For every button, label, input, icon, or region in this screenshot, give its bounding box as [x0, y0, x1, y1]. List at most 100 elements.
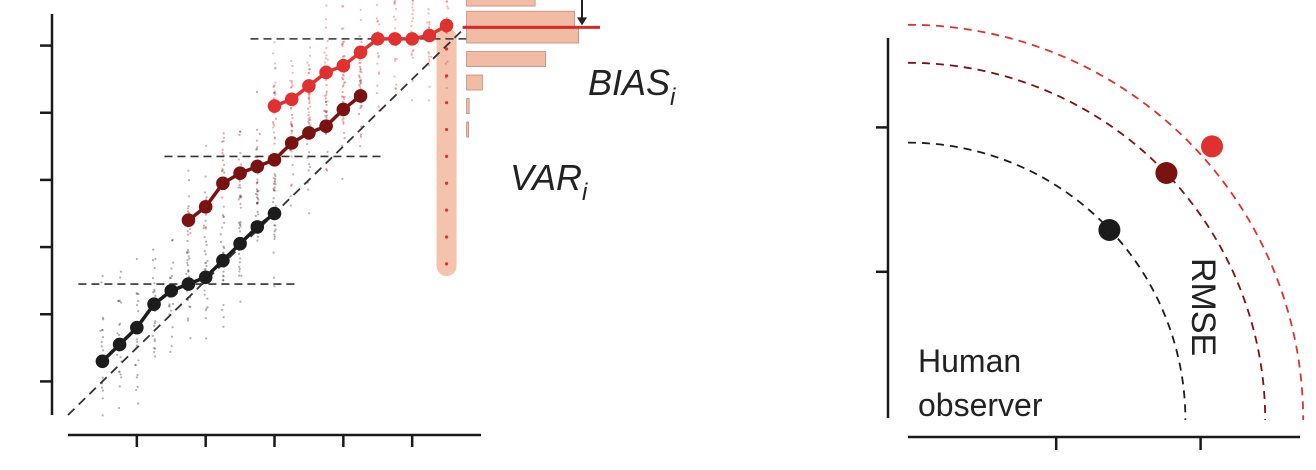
trial-point: [411, 20, 414, 23]
trial-point: [273, 142, 276, 145]
observer-point: [1098, 219, 1121, 241]
trial-point: [239, 220, 242, 224]
trial-point: [238, 267, 241, 271]
trial-point: [222, 279, 225, 282]
trial-point: [255, 128, 259, 132]
trial-point: [291, 124, 294, 127]
trial-point: [203, 191, 207, 194]
trial-point: [206, 306, 209, 309]
trial-point: [187, 255, 190, 258]
trial-point: [256, 235, 260, 238]
trial-point: [341, 177, 344, 181]
trial-point: [205, 243, 208, 247]
trial-point: [324, 97, 327, 100]
trial-point: [272, 92, 276, 95]
trial-point: [151, 334, 154, 337]
mean-marker: [267, 99, 282, 113]
trial-point: [324, 78, 328, 82]
trial-point: [394, 27, 397, 30]
trial-point: [172, 261, 175, 264]
trial-point: [274, 174, 277, 178]
trial-point: [324, 18, 328, 21]
trial-point: [427, 8, 430, 11]
trial-point: [169, 277, 172, 280]
trial-point: [342, 131, 346, 135]
trial-point: [272, 126, 275, 129]
trial-point: [342, 97, 346, 101]
trial-point: [325, 54, 328, 57]
trial-point: [428, 20, 431, 24]
trial-point: [205, 240, 208, 243]
trial-point: [204, 261, 208, 264]
trial-point: [222, 303, 225, 307]
trial-point: [256, 202, 259, 205]
trial-point: [291, 64, 294, 68]
trial-point: [340, 43, 344, 46]
trial-point: [341, 118, 344, 121]
trial-point: [186, 210, 189, 213]
trial-point: [307, 64, 311, 67]
trial-point: [202, 227, 205, 230]
trial-point: [342, 120, 345, 124]
trial-point: [307, 117, 310, 120]
trial-point: [289, 86, 293, 89]
trial-point: [444, 62, 447, 65]
trial-point: [239, 202, 242, 205]
trial-point: [273, 136, 276, 139]
trial-point: [205, 144, 208, 147]
trial-point: [274, 81, 277, 84]
trial-point: [289, 79, 292, 82]
trial-point: [359, 67, 362, 70]
trial-point: [221, 196, 224, 199]
trial-point: [203, 289, 206, 292]
trial-point: [237, 198, 240, 201]
trial-point: [411, 56, 414, 59]
trial-point: [189, 231, 192, 235]
trial-point: [359, 81, 362, 84]
trial-point: [115, 353, 119, 356]
trial-point: [153, 288, 156, 291]
trial-point: [308, 68, 311, 71]
trial-point: [222, 215, 226, 218]
trial-point: [102, 349, 105, 352]
trial-point: [151, 258, 155, 262]
trial-point: [187, 270, 190, 273]
trial-point: [324, 114, 327, 118]
trial-point: [239, 130, 242, 133]
trial-point: [204, 253, 207, 256]
trial-point: [358, 61, 361, 64]
trial-point: [239, 300, 242, 303]
trial-point: [308, 54, 312, 57]
trial-point: [378, 23, 381, 26]
trial-point: [239, 194, 242, 197]
trial-point: [152, 248, 155, 251]
trial-point: [256, 201, 259, 205]
trial-point: [290, 150, 293, 153]
trial-point: [273, 91, 277, 95]
trial-point: [290, 85, 293, 88]
trial-point: [187, 204, 190, 208]
human-observer-label-line2: observer: [918, 387, 1043, 423]
mean-marker: [181, 277, 196, 291]
trial-point: [204, 262, 207, 265]
trial-point: [309, 124, 312, 127]
trial-point: [359, 81, 363, 84]
trial-point: [238, 265, 241, 268]
trial-point: [359, 133, 362, 136]
trial-point: [428, 60, 431, 63]
trial-point: [272, 131, 276, 134]
trial-point: [239, 186, 242, 189]
trial-point: [307, 188, 310, 191]
trial-point: [290, 124, 293, 127]
trial-point: [256, 189, 259, 192]
trial-point: [151, 276, 155, 280]
trial-point: [359, 85, 362, 89]
trial-point: [206, 259, 209, 263]
column-trial-point: [444, 208, 449, 212]
trial-point: [100, 345, 104, 348]
trial-point: [306, 142, 309, 146]
trial-point: [153, 339, 156, 343]
trial-point: [324, 132, 327, 136]
bias-arrowhead-bottom: [577, 17, 587, 26]
trial-point: [100, 386, 104, 389]
